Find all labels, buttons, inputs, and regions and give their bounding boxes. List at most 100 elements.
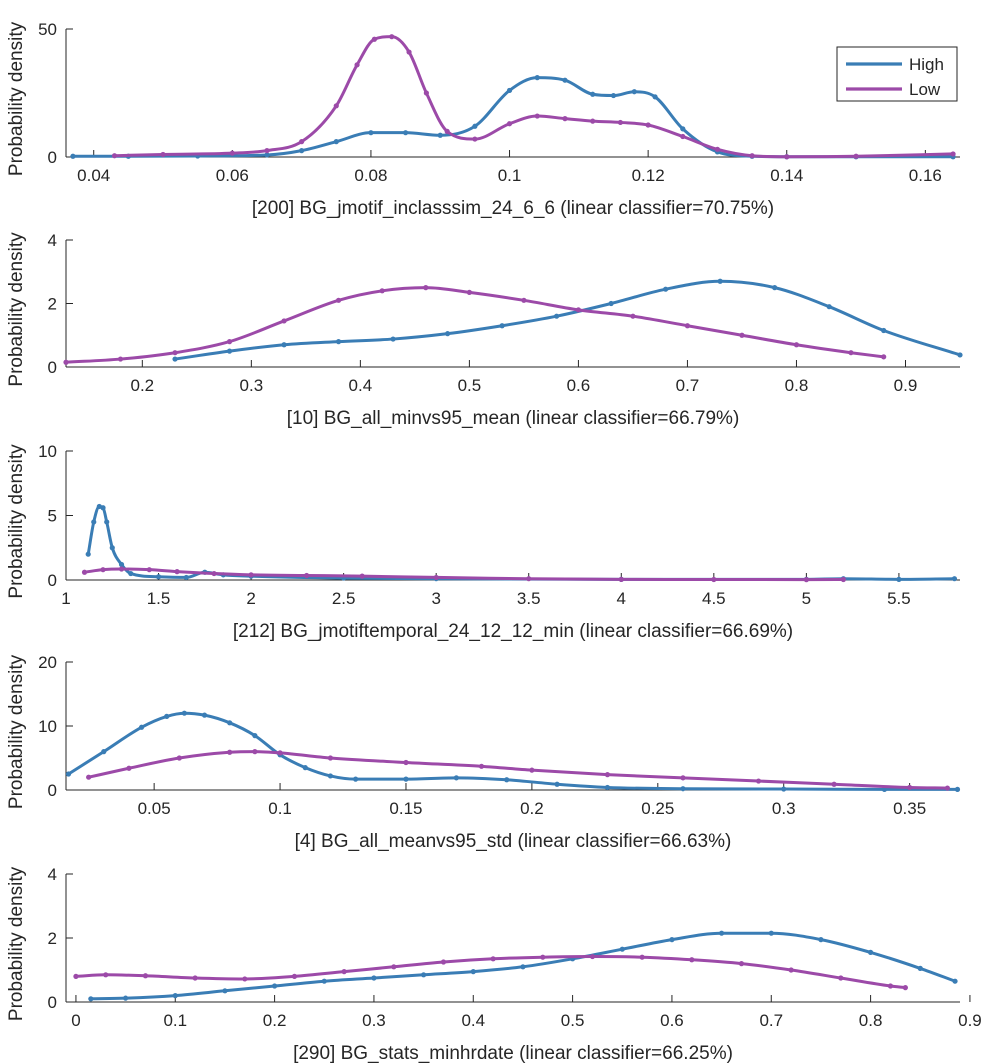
x-tick-label: 0.6 bbox=[660, 1011, 684, 1030]
legend-label-high: High bbox=[909, 55, 944, 74]
data-point-high bbox=[554, 313, 560, 319]
x-tick-label: 0 bbox=[71, 1011, 80, 1030]
data-point-low bbox=[103, 972, 109, 978]
x-tick-label: 0.9 bbox=[894, 376, 918, 395]
data-point-high bbox=[663, 286, 669, 292]
data-point-low bbox=[172, 350, 178, 356]
data-point-low bbox=[784, 154, 790, 160]
data-point-low bbox=[738, 961, 745, 967]
data-point-low bbox=[444, 128, 450, 134]
y-axis-label: Probability density bbox=[6, 232, 27, 387]
data-point-high bbox=[781, 786, 787, 792]
data-point-low bbox=[575, 307, 582, 313]
data-point-high bbox=[610, 92, 617, 99]
data-point-low bbox=[174, 569, 180, 575]
data-point-low bbox=[645, 122, 651, 128]
legend-label-low: Low bbox=[909, 80, 941, 99]
x-tick-label: 0.8 bbox=[859, 1011, 883, 1030]
y-tick-label: 10 bbox=[38, 717, 57, 736]
y-tick-label: 0 bbox=[48, 571, 57, 590]
data-point-low bbox=[540, 954, 546, 960]
data-point-low bbox=[341, 969, 347, 975]
data-point-low bbox=[304, 572, 310, 579]
x-tick-label: 0.3 bbox=[362, 1011, 386, 1030]
data-point-high bbox=[506, 87, 513, 94]
x-tick-label: 0.08 bbox=[354, 166, 387, 185]
data-point-high bbox=[437, 132, 443, 138]
data-point-low bbox=[831, 781, 837, 787]
data-point-low bbox=[604, 772, 611, 778]
data-point-high bbox=[680, 786, 686, 792]
x-axis-label: [212] BG_jmotiftemporal_24_12_12_min (li… bbox=[233, 621, 793, 642]
data-point-high bbox=[183, 574, 189, 581]
data-point-low bbox=[881, 354, 887, 360]
data-point-high bbox=[85, 551, 91, 557]
data-point-high bbox=[335, 339, 342, 345]
data-point-low bbox=[534, 113, 540, 119]
data-point-low bbox=[478, 763, 485, 769]
data-point-low bbox=[81, 569, 88, 575]
data-point-low bbox=[853, 153, 859, 159]
data-point-high bbox=[222, 988, 228, 994]
data-point-high bbox=[554, 781, 560, 787]
x-tick-label: 0.04 bbox=[77, 166, 110, 185]
x-tick-label: 0.2 bbox=[520, 799, 544, 818]
data-point-low bbox=[838, 975, 844, 981]
data-point-high bbox=[504, 777, 510, 783]
data-point-low bbox=[192, 975, 198, 981]
data-point-low bbox=[142, 973, 149, 979]
data-point-high bbox=[619, 946, 625, 952]
y-axis-label: Probability density bbox=[6, 866, 27, 1021]
data-point-low bbox=[226, 339, 233, 345]
data-point-low bbox=[680, 775, 686, 781]
y-tick-label: 0 bbox=[48, 358, 57, 377]
data-point-low bbox=[902, 985, 908, 991]
data-point-low bbox=[907, 784, 913, 791]
x-tick-label: 0.2 bbox=[263, 1011, 287, 1030]
y-tick-label: 10 bbox=[38, 442, 57, 461]
series-line-low bbox=[74, 955, 907, 990]
data-point-low bbox=[684, 323, 691, 329]
data-point-low bbox=[354, 62, 360, 68]
data-point-low bbox=[749, 153, 755, 159]
data-point-low bbox=[391, 964, 397, 970]
data-point-low bbox=[887, 983, 894, 989]
data-point-high bbox=[128, 570, 134, 577]
data-point-high bbox=[534, 75, 540, 81]
data-point-low bbox=[126, 765, 132, 771]
data-point-high bbox=[65, 771, 72, 777]
x-tick-label: 0.16 bbox=[909, 166, 942, 185]
data-point-low bbox=[63, 359, 69, 365]
chart-panel-1: 0.04 0.06 0.08 0.1 0.12 0.14 0.16 0 50 [200] BG_j… bbox=[6, 20, 960, 219]
data-point-high bbox=[172, 993, 178, 999]
data-point-high bbox=[91, 519, 97, 525]
data-point-high bbox=[896, 576, 902, 582]
data-point-high bbox=[181, 710, 187, 716]
data-point-high bbox=[201, 712, 208, 718]
data-point-high bbox=[109, 545, 115, 551]
x-tick-label: 0.8 bbox=[785, 376, 809, 395]
x-axis-label: [290] BG_stats_minhrdate (linear classif… bbox=[293, 1043, 733, 1064]
data-point-low bbox=[689, 957, 695, 963]
data-point-high bbox=[333, 139, 339, 145]
data-point-high bbox=[403, 776, 409, 782]
series-line-low bbox=[87, 750, 949, 790]
x-tick-label: 0.12 bbox=[632, 166, 665, 185]
data-point-low bbox=[529, 767, 535, 773]
x-tick-label: 1.5 bbox=[147, 589, 171, 608]
data-point-high bbox=[226, 348, 233, 354]
x-tick-label: 0.25 bbox=[641, 799, 674, 818]
x-tick-label: 0.35 bbox=[893, 799, 926, 818]
data-point-low bbox=[229, 150, 235, 156]
x-axis-label: [200] BG_jmotif_inclasssim_24_6_6 (linea… bbox=[252, 198, 774, 219]
data-point-high bbox=[631, 89, 637, 95]
x-tick-label: 0.05 bbox=[138, 799, 171, 818]
data-point-low bbox=[617, 119, 624, 126]
data-point-low bbox=[252, 749, 258, 755]
series-line-low bbox=[113, 35, 955, 159]
x-tick-label: 0.5 bbox=[458, 376, 482, 395]
series-line-high bbox=[71, 76, 955, 159]
y-axis-label: Probability density bbox=[6, 444, 27, 599]
data-point-high bbox=[264, 152, 270, 158]
data-point-high bbox=[719, 930, 725, 936]
